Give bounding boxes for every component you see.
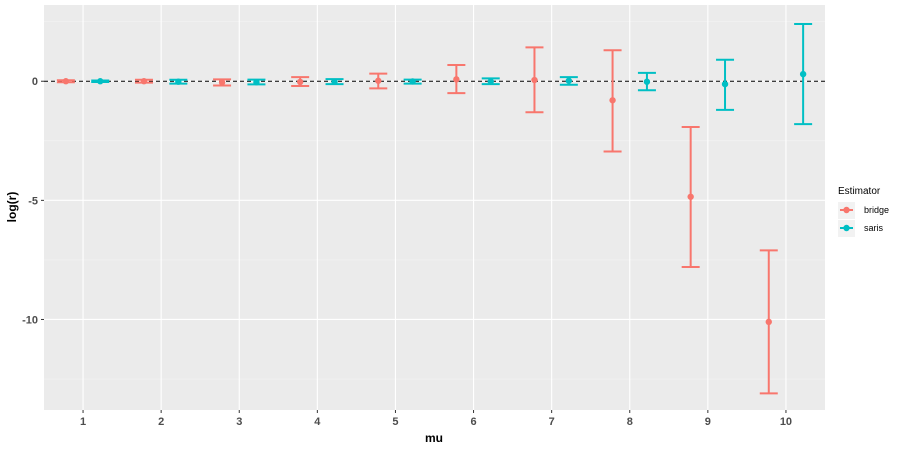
data-point xyxy=(799,70,807,78)
legend-key-point xyxy=(843,206,850,214)
data-point xyxy=(721,80,729,88)
data-point xyxy=(643,78,651,85)
legend-label: saris xyxy=(864,223,884,233)
legend-item-saris: saris xyxy=(838,220,884,237)
data-point xyxy=(140,78,148,85)
data-point xyxy=(765,318,772,326)
data-point xyxy=(253,78,260,86)
y-tick-label: -10 xyxy=(22,314,38,326)
x-tick-label: 9 xyxy=(705,416,711,428)
x-tick-label: 5 xyxy=(392,416,398,428)
data-point xyxy=(409,78,416,85)
x-tick-label: 8 xyxy=(627,416,633,428)
y-axis: 0 -5 -10 xyxy=(22,76,44,326)
x-tick-label: 3 xyxy=(236,416,242,428)
data-point xyxy=(609,97,616,104)
x-axis: 1 2 3 4 5 6 7 8 9 10 xyxy=(80,410,792,428)
data-point xyxy=(62,78,70,85)
series-saris xyxy=(91,23,813,126)
data-point xyxy=(296,78,304,86)
data-point xyxy=(97,78,104,85)
data-point xyxy=(375,77,382,84)
data-point xyxy=(453,76,460,83)
data-point xyxy=(531,76,538,84)
x-tick-label: 7 xyxy=(549,416,555,428)
legend-item-bridge: bridge xyxy=(838,202,889,219)
data-point xyxy=(687,193,694,200)
legend: Estimator bridge saris xyxy=(838,186,889,237)
x-tick-label: 4 xyxy=(314,416,321,428)
x-axis-title: mu xyxy=(425,431,443,445)
x-tick-label: 10 xyxy=(780,416,792,428)
y-axis-title: log(r) xyxy=(5,192,19,223)
series-bridge xyxy=(56,46,778,395)
legend-title: Estimator xyxy=(838,186,881,197)
minor-gridlines xyxy=(44,21,825,380)
plot-panel xyxy=(44,5,825,410)
series-layer xyxy=(56,23,813,395)
data-point xyxy=(218,79,226,86)
x-tick-label: 6 xyxy=(470,416,476,428)
data-point xyxy=(175,78,182,85)
y-tick-label: 0 xyxy=(32,76,38,88)
x-tick-label: 2 xyxy=(158,416,164,428)
major-gridlines xyxy=(44,5,825,410)
x-tick-label: 1 xyxy=(80,416,86,428)
y-tick-label: -5 xyxy=(28,195,38,207)
legend-label: bridge xyxy=(864,205,889,215)
data-point xyxy=(487,78,494,85)
data-point xyxy=(565,77,573,84)
legend-key-point xyxy=(843,224,850,232)
data-point xyxy=(331,78,338,85)
